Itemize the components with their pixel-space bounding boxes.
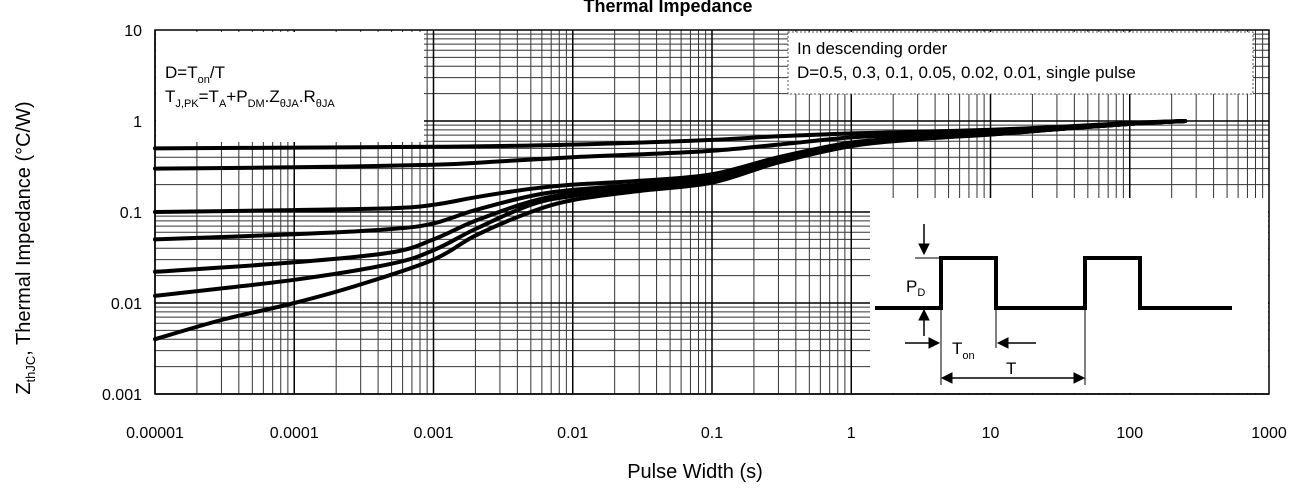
y-tick-label: 0.01 [111, 296, 142, 313]
ton-arrow-left-head [928, 337, 941, 349]
formula-box: D=Ton/T TJ,PK=TA+PDM.ZθJA.RθJA [156, 32, 424, 142]
x-tick-label: 0.0001 [270, 425, 319, 442]
y-tick-label: 1 [133, 114, 142, 131]
x-tick-label: 0.00001 [126, 425, 184, 442]
x-tick-label: 0.01 [557, 425, 588, 442]
y-axis-label: ZthJC, Thermal Impedance (°C/W) [13, 101, 38, 394]
duty-cycle-legend-box: In descending order D=0.5, 0.3, 0.1, 0.0… [787, 31, 1254, 95]
series-group [153, 119, 1188, 342]
x-tick-label: 1 [847, 425, 856, 442]
x-axis-label: Pulse Width (s) [627, 461, 763, 483]
pulse-diagram-box [870, 198, 1268, 393]
legend-line-2: D=0.5, 0.3, 0.1, 0.05, 0.02, 0.01, singl… [797, 63, 1136, 82]
ton-arrow-right-head [996, 337, 1009, 349]
x-tick-label: 0.1 [701, 425, 723, 442]
chart-title: Thermal Impedance [583, 0, 752, 16]
pd-arrow-bottom-head [918, 308, 930, 321]
pulse-diagram [875, 224, 1232, 385]
ton-label: Ton [952, 339, 975, 362]
x-tick-label: 1000 [1251, 425, 1287, 442]
x-tick-label: 100 [1116, 425, 1143, 442]
formula-line-2: TJ,PK=TA+PDM.ZθJA.RθJA [165, 87, 335, 110]
legend-line-1: In descending order [797, 39, 948, 58]
t-arrow-right-head [1073, 372, 1086, 384]
pd-label: PD [906, 277, 925, 299]
pulse-waveform [875, 256, 1232, 310]
t-arrow-left-head [940, 372, 953, 384]
formula-line-1: D=Ton/T [165, 63, 225, 86]
t-label: T [1006, 359, 1016, 378]
y-tick-labels: 0.001 0.01 0.1 1 10 [102, 23, 142, 404]
y-tick-label: 0.001 [102, 387, 142, 404]
x-tick-label: 10 [982, 425, 1000, 442]
pd-arrow-top-head [918, 243, 930, 256]
series-line-7 [153, 119, 1188, 342]
y-tick-label: 10 [124, 23, 142, 40]
y-tick-label: 0.1 [120, 205, 142, 222]
x-tick-label: 0.001 [413, 425, 453, 442]
x-tick-labels: 0.00001 0.0001 0.001 0.01 0.1 1 10 100 1000 [126, 425, 1287, 442]
